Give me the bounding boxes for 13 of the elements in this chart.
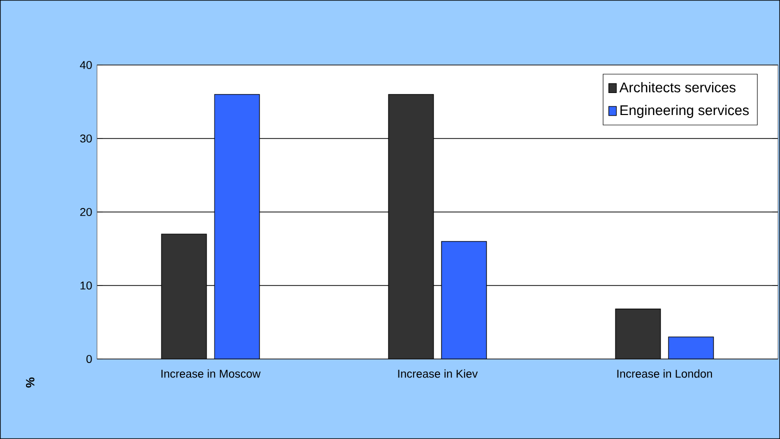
bar <box>668 336 714 359</box>
x-tick-label: Increase in Kiev <box>398 369 478 378</box>
y-axis-title: % <box>26 378 34 388</box>
y-tick-label: 10 <box>80 281 92 290</box>
y-tick-label: 0 <box>86 354 92 364</box>
y-tick-label: 40 <box>80 61 92 70</box>
x-tick-label: Increase in London <box>617 369 712 378</box>
legend-label: Architects services <box>619 82 736 92</box>
y-tick-label: 30 <box>80 134 92 143</box>
y-tick-label: 20 <box>80 208 92 216</box>
legend-label: Engineering services <box>620 104 749 118</box>
bar <box>615 308 661 359</box>
x-tick-label: Increase in Moscow <box>161 369 261 378</box>
